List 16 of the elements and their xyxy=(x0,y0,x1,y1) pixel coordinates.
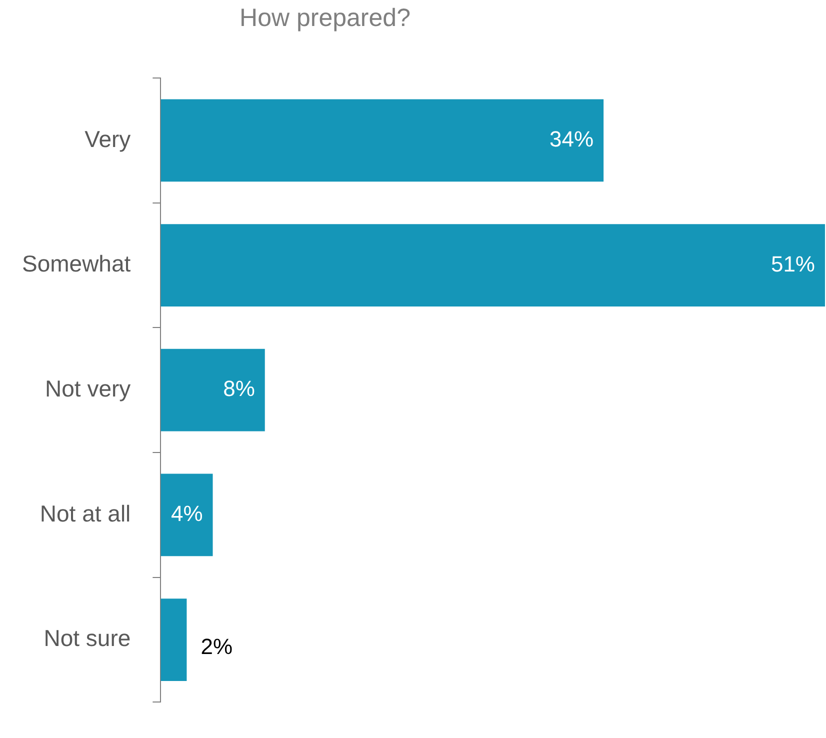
chart-title: How prepared? xyxy=(238,4,412,33)
y-tick-label: Not very xyxy=(45,375,132,402)
data-label: 51% xyxy=(770,251,815,276)
bar xyxy=(160,348,265,432)
data-label: 4% xyxy=(170,501,203,526)
bar xyxy=(160,474,213,556)
y-tick-label: Very xyxy=(84,126,132,152)
y-tick-label: Somewhat xyxy=(22,250,132,277)
data-label: 8% xyxy=(223,376,255,402)
bar xyxy=(160,99,604,182)
data-label: 2% xyxy=(200,634,233,659)
y-tick-label: Not at all xyxy=(40,500,131,526)
data-label: 34% xyxy=(550,126,594,152)
bar xyxy=(160,224,825,306)
y-tick-label: Not sure xyxy=(44,625,131,652)
bar xyxy=(160,598,187,681)
